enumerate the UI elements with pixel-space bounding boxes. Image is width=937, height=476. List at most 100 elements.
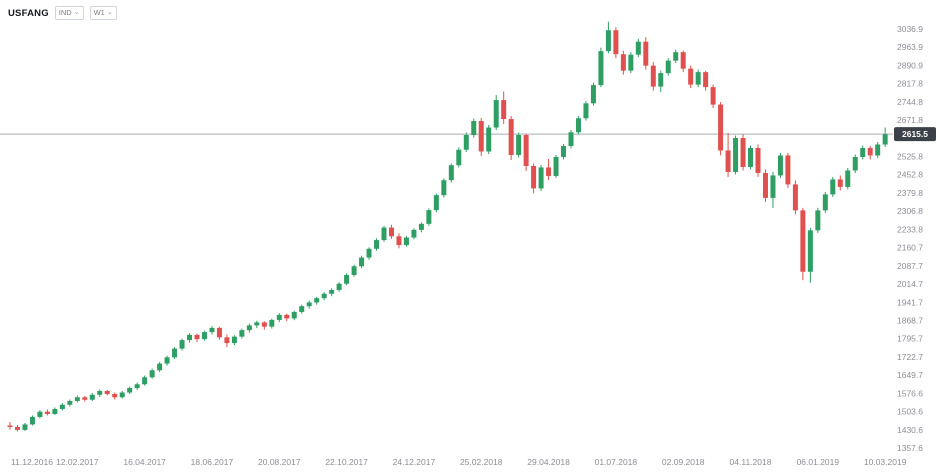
candle: [127, 386, 133, 395]
candle: [426, 208, 432, 226]
candle: [628, 52, 634, 74]
candle: [321, 292, 327, 301]
candle: [359, 255, 365, 269]
candle: [845, 167, 851, 190]
price-axis-label: 2014.7: [897, 279, 923, 289]
candle: [875, 141, 881, 158]
chevron-down-icon: ⌄: [73, 8, 80, 16]
candle: [792, 180, 798, 215]
candle: [703, 70, 709, 91]
price-axis-label: 1357.6: [897, 443, 923, 453]
instrument-dropdown[interactable]: IND ⌄: [54, 6, 84, 20]
candle: [374, 238, 380, 251]
candle: [478, 118, 484, 156]
candle: [538, 164, 544, 191]
price-axis-label: 1649.7: [897, 370, 923, 380]
candle: [718, 102, 724, 156]
price-axis-label: 2744.8: [897, 97, 923, 107]
candle: [306, 300, 312, 309]
candle: [710, 84, 716, 109]
candle: [187, 333, 193, 343]
candle: [830, 176, 836, 197]
time-axis-label: 02.09.2018: [662, 457, 705, 467]
candle: [770, 171, 776, 208]
price-axis-label: 2890.9: [897, 60, 923, 70]
candle: [388, 224, 394, 239]
symbol-label[interactable]: USFANG: [8, 7, 49, 19]
candle: [643, 37, 649, 70]
candle: [553, 154, 559, 178]
time-axis-label: 29.04.2018: [527, 457, 570, 467]
candle: [590, 82, 596, 106]
chevron-down-icon: ⌄: [106, 8, 113, 16]
candle: [14, 424, 20, 432]
candle: [329, 288, 335, 297]
candle: [777, 152, 783, 178]
candle: [688, 65, 694, 89]
candle: [613, 27, 619, 59]
candle: [508, 116, 514, 160]
candle: [149, 368, 155, 379]
candle: [695, 69, 701, 88]
candle: [665, 58, 671, 76]
candle: [261, 321, 267, 330]
candle: [501, 91, 507, 125]
time-axis-label: 20.08.2017: [258, 457, 301, 467]
candle: [172, 347, 178, 360]
price-axis-label: 2233.8: [897, 224, 923, 234]
price-axis[interactable]: 3036.9 2963.9 2890.9 2817.8 2744.8 2671.8 2525…: [897, 24, 923, 453]
candle: [620, 50, 626, 75]
candle: [7, 421, 13, 430]
candle: [284, 313, 290, 322]
candle: [119, 391, 125, 399]
candle: [276, 313, 282, 323]
candle: [254, 320, 260, 329]
time-axis[interactable]: 11.12.2016 12.02.2017 16.04.2017 18.06.2017…: [11, 457, 907, 467]
candle: [852, 154, 858, 173]
candle: [209, 326, 215, 335]
candle: [59, 402, 65, 411]
price-axis-label: 1576.6: [897, 388, 923, 398]
candle: [22, 422, 28, 431]
candle: [441, 178, 447, 198]
candle: [463, 132, 469, 152]
candle: [800, 207, 806, 281]
candle: [418, 222, 424, 233]
candle: [755, 144, 761, 177]
price-axis-label: 2379.8: [897, 188, 923, 198]
candle: [673, 49, 679, 64]
candle: [314, 296, 320, 305]
candle: [748, 145, 754, 170]
candle: [52, 407, 58, 415]
candle: [411, 228, 417, 240]
candle: [680, 50, 686, 73]
candle: [89, 393, 95, 401]
candle: [246, 323, 252, 333]
candle: [344, 273, 350, 286]
candle: [493, 95, 499, 131]
price-axis-label: 2160.7: [897, 243, 923, 253]
candle: [762, 169, 768, 202]
price-axis-label: 1503.6: [897, 407, 923, 417]
timeframe-dropdown[interactable]: W1 ⌄: [89, 6, 117, 20]
candle: [164, 355, 170, 366]
candle: [867, 145, 873, 160]
candle: [740, 134, 746, 171]
candle: [605, 21, 611, 54]
candle: [224, 334, 230, 348]
candle: [37, 409, 43, 419]
candle: [531, 163, 537, 194]
candle: [336, 282, 342, 292]
candle: [448, 163, 454, 183]
price-axis-label: 2817.8: [897, 79, 923, 89]
time-axis-label: 06.01.2019: [797, 457, 840, 467]
price-axis-label: 1941.7: [897, 297, 923, 307]
candle: [785, 152, 791, 188]
candle: [134, 382, 140, 391]
candle: [29, 415, 35, 426]
candle: [67, 399, 73, 407]
candle: [837, 175, 843, 191]
candle: [516, 132, 522, 158]
